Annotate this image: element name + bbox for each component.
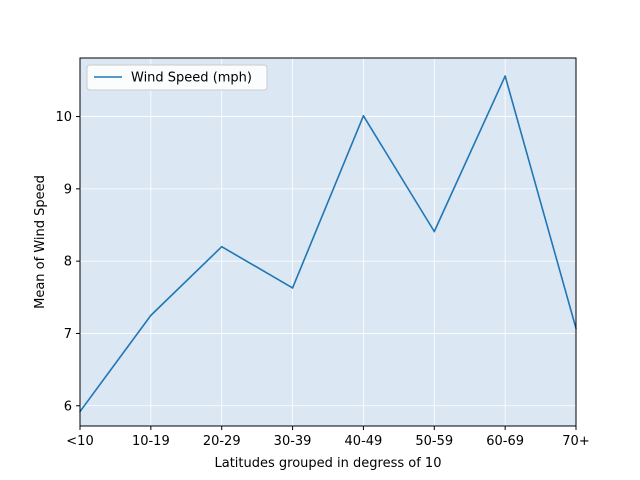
x-axis: <10 10-19 20-29 30-39 40-49 50-59 60-69 70+ [66, 426, 590, 449]
x-tick-label: 30-39 [274, 434, 312, 449]
plot-area [80, 58, 576, 426]
data-point [291, 287, 294, 289]
series-line-wind-speed [79, 75, 577, 413]
y-tick-label: 6 [64, 399, 72, 414]
y-tick-label: 8 [64, 255, 72, 270]
x-tick-label: 40-49 [345, 434, 383, 449]
x-axis-label: Latitudes grouped in degress of 10 [215, 456, 442, 471]
legend-box [86, 64, 268, 91]
x-tick-label: 60-69 [486, 434, 524, 449]
data-point [220, 245, 223, 248]
legend-label: Wind Speed (mph) [131, 71, 252, 86]
x-tick-label: 10-19 [132, 434, 170, 449]
y-axis: 6 7 8 9 10 [55, 110, 80, 414]
data-point [362, 115, 365, 117]
x-tick-label: 50-59 [415, 434, 453, 449]
y-tick-label: 9 [64, 182, 72, 197]
data-point [150, 314, 152, 317]
legend: Wind Speed (mph) [86, 64, 268, 91]
plot-frame [79, 57, 577, 427]
y-tick-label: 10 [55, 110, 72, 125]
x-tick-label: 20-29 [203, 434, 241, 449]
y-axis-label: Mean of Wind Speed [33, 175, 48, 309]
x-tick-label: <10 [66, 434, 93, 449]
data-point [433, 230, 436, 233]
x-tick-label: 70+ [562, 434, 589, 449]
data-point [504, 75, 506, 77]
y-tick-label: 7 [64, 327, 72, 342]
